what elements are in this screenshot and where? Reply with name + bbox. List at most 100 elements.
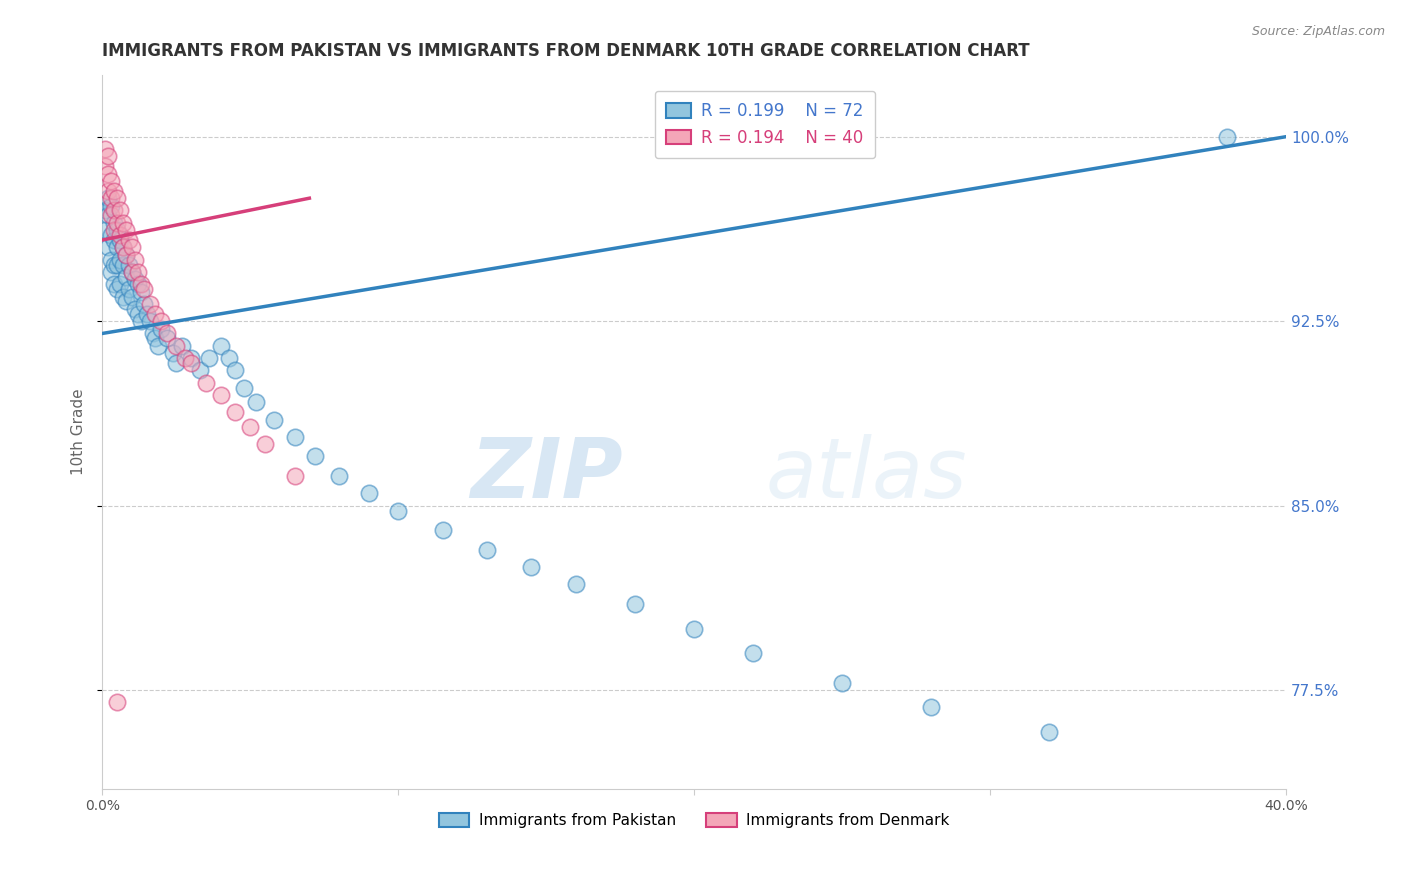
Point [127, 307, 149, 321]
Y-axis label: 10th Grade: 10th Grade [72, 389, 86, 475]
Point [97, 208, 120, 222]
Point [156, 326, 179, 341]
Point [180, 356, 202, 370]
Point [124, 301, 146, 316]
Point [118, 258, 141, 272]
Point [328, 469, 350, 483]
Point [100, 265, 122, 279]
Point [100, 191, 122, 205]
Point [94, 223, 117, 237]
Point [111, 240, 134, 254]
Point [108, 233, 131, 247]
Point [94, 159, 117, 173]
Point [111, 240, 134, 254]
Point [108, 252, 131, 267]
Point [145, 307, 167, 321]
Point [97, 184, 120, 198]
Point [239, 420, 262, 434]
Point [387, 503, 409, 517]
Point [357, 486, 380, 500]
Point [165, 356, 187, 370]
Point [209, 388, 232, 402]
Point [118, 282, 141, 296]
Point [115, 248, 138, 262]
Point [172, 339, 194, 353]
Point [103, 216, 125, 230]
Point [224, 363, 246, 377]
Point [105, 240, 128, 254]
Point [920, 700, 942, 714]
Point [150, 321, 173, 335]
Point [124, 272, 146, 286]
Point [100, 174, 122, 188]
Point [121, 289, 143, 303]
Point [263, 412, 285, 426]
Point [624, 597, 647, 611]
Point [141, 326, 163, 341]
Point [165, 339, 187, 353]
Point [284, 469, 307, 483]
Point [105, 223, 128, 237]
Point [100, 208, 122, 222]
Point [245, 395, 267, 409]
Point [127, 265, 149, 279]
Point [145, 331, 167, 345]
Point [742, 646, 765, 660]
Point [111, 258, 134, 272]
Point [115, 248, 138, 262]
Point [103, 277, 125, 292]
Point [180, 351, 202, 365]
Point [108, 203, 131, 218]
Point [103, 223, 125, 237]
Point [103, 233, 125, 247]
Point [150, 314, 173, 328]
Point [97, 191, 120, 205]
Point [129, 285, 152, 299]
Point [138, 297, 160, 311]
Point [253, 437, 276, 451]
Point [97, 149, 120, 163]
Point [156, 331, 179, 345]
Point [188, 363, 211, 377]
Point [103, 258, 125, 272]
Point [194, 376, 217, 390]
Point [97, 240, 120, 254]
Point [105, 282, 128, 296]
Text: IMMIGRANTS FROM PAKISTAN VS IMMIGRANTS FROM DENMARK 10TH GRADE CORRELATION CHART: IMMIGRANTS FROM PAKISTAN VS IMMIGRANTS F… [103, 42, 1029, 60]
Point [135, 307, 157, 321]
Point [197, 351, 219, 365]
Point [121, 265, 143, 279]
Point [94, 203, 117, 218]
Point [831, 675, 853, 690]
Text: atlas: atlas [765, 434, 967, 516]
Point [148, 339, 170, 353]
Point [132, 282, 155, 296]
Point [97, 167, 120, 181]
Point [115, 294, 138, 309]
Point [115, 223, 138, 237]
Point [224, 405, 246, 419]
Point [108, 228, 131, 243]
Point [475, 543, 498, 558]
Point [103, 184, 125, 198]
Point [520, 560, 543, 574]
Point [209, 339, 232, 353]
Point [100, 198, 122, 212]
Point [233, 381, 256, 395]
Point [105, 191, 128, 205]
Point [683, 622, 706, 636]
Point [304, 450, 326, 464]
Point [121, 240, 143, 254]
Legend: Immigrants from Pakistan, Immigrants from Denmark: Immigrants from Pakistan, Immigrants fro… [433, 807, 956, 834]
Point [564, 577, 586, 591]
Point [432, 523, 454, 537]
Point [124, 252, 146, 267]
Point [129, 277, 152, 292]
Point [111, 289, 134, 303]
Point [100, 228, 122, 243]
Point [121, 265, 143, 279]
Point [162, 346, 184, 360]
Point [284, 430, 307, 444]
Point [103, 203, 125, 218]
Point [138, 314, 160, 328]
